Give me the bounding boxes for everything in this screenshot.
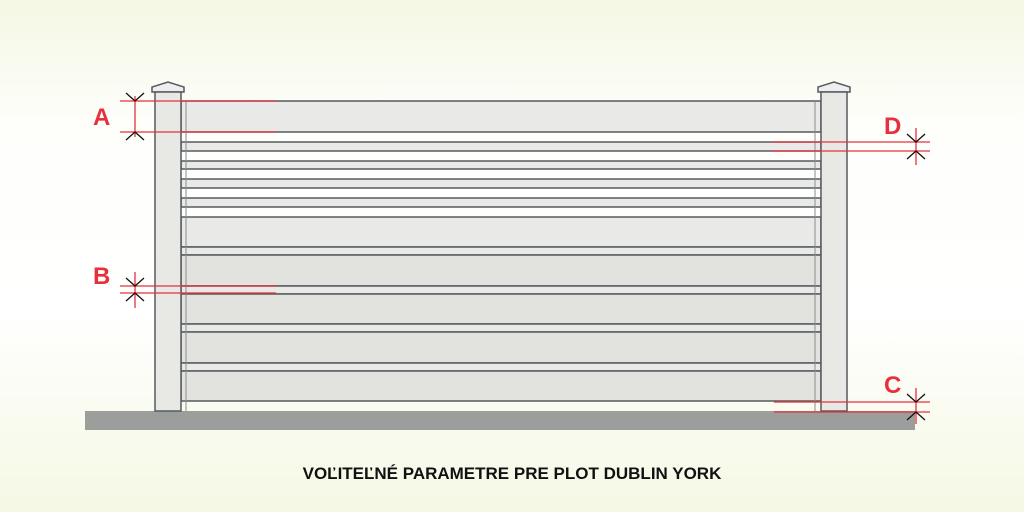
label-d: D bbox=[884, 113, 901, 140]
fence-board bbox=[180, 331, 822, 364]
fence-board bbox=[180, 216, 822, 248]
fence-board bbox=[180, 160, 822, 170]
diagram-caption: VOĽITEĽNÉ PARAMETRE PRE PLOT DUBLIN YORK bbox=[302, 464, 722, 483]
label-b: B bbox=[93, 263, 110, 290]
fence-board bbox=[180, 323, 822, 333]
fence-board bbox=[180, 197, 822, 208]
fence-board bbox=[180, 370, 822, 402]
dimension-c bbox=[774, 388, 930, 424]
fence-board bbox=[180, 246, 822, 256]
label-a: A bbox=[93, 104, 110, 131]
left-post bbox=[151, 81, 185, 412]
dimension-a bbox=[120, 92, 276, 141]
fence-board bbox=[180, 362, 822, 372]
ground bbox=[85, 411, 915, 430]
dimension-d bbox=[772, 128, 930, 165]
fence-board bbox=[180, 285, 822, 295]
fence-board bbox=[180, 293, 822, 325]
dimension-b bbox=[120, 272, 276, 308]
right-post bbox=[817, 81, 851, 412]
label-c: C bbox=[884, 372, 901, 399]
fence-board bbox=[180, 254, 822, 287]
fence-board bbox=[180, 178, 822, 189]
fence-board bbox=[180, 141, 822, 152]
fence-panel bbox=[180, 100, 822, 411]
fence-board bbox=[180, 100, 822, 133]
